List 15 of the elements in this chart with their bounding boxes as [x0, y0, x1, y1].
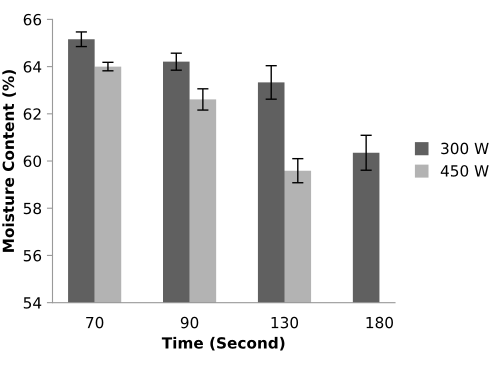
x-tick-label: 180: [366, 316, 393, 328]
y-tick-label: 54: [24, 297, 42, 309]
x-axis-title: Time (Second): [162, 336, 284, 350]
y-tick-label: 66: [24, 14, 42, 26]
y-tick-label: 56: [24, 250, 42, 262]
y-tick-label: 60: [24, 155, 42, 168]
legend-label: 450 W: [440, 165, 489, 177]
y-tick-label: 64: [24, 61, 42, 73]
legend-label: 300 W: [441, 142, 489, 154]
x-tick-label: 130: [272, 316, 298, 328]
y-axis-title: Moisture Content (%): [2, 70, 16, 252]
x-tick-label: 70: [86, 316, 104, 328]
x-tick-label: 90: [180, 316, 198, 328]
y-tick-label: 62: [24, 108, 41, 120]
y-tick-label: 58: [24, 202, 42, 214]
